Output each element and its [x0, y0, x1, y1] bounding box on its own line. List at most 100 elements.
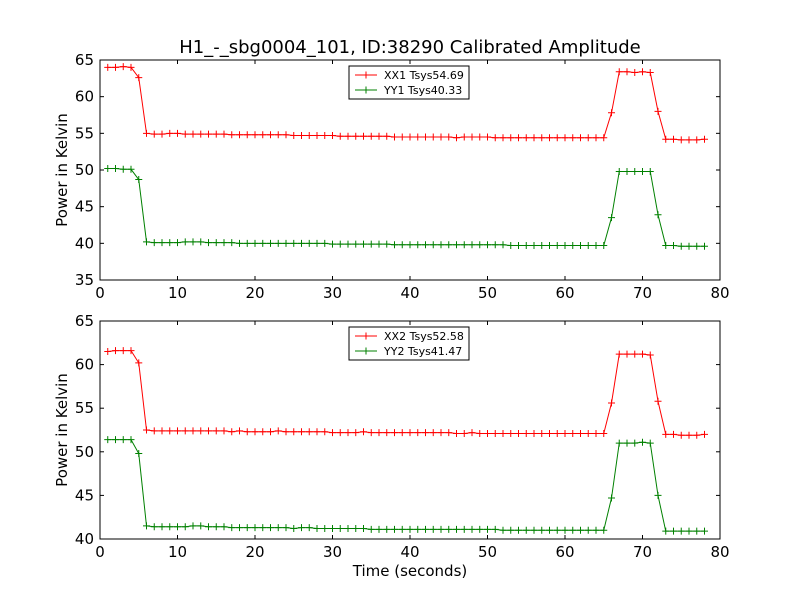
data-point — [383, 525, 391, 533]
data-point — [166, 129, 174, 137]
data-point — [375, 240, 383, 248]
data-point — [243, 239, 251, 247]
data-point — [274, 524, 282, 532]
data-point — [577, 134, 584, 142]
data-point — [197, 130, 205, 138]
data-point — [507, 242, 515, 250]
data-point — [119, 347, 127, 355]
data-point — [375, 525, 383, 533]
data-point — [639, 68, 646, 76]
data-point — [360, 132, 367, 140]
data-point — [577, 429, 584, 437]
data-point — [112, 165, 119, 173]
data-point — [615, 167, 623, 175]
data-point — [693, 527, 701, 535]
data-point — [499, 526, 507, 534]
data-point — [321, 132, 329, 140]
data-point — [298, 239, 305, 247]
legend-label: YY1 Tsys40.33 — [383, 84, 462, 97]
data-point — [220, 239, 228, 247]
data-point — [228, 239, 236, 247]
data-point — [367, 429, 375, 437]
data-point — [143, 129, 150, 137]
data-point — [561, 242, 569, 250]
data-point — [538, 242, 546, 250]
data-point — [236, 524, 243, 532]
data-point — [631, 68, 639, 76]
data-point — [484, 133, 491, 141]
data-point — [290, 239, 298, 247]
data-point — [336, 429, 344, 437]
data-point — [267, 239, 274, 247]
data-point — [119, 63, 127, 71]
data-point — [592, 526, 600, 534]
data-point — [491, 241, 499, 249]
chart-title: H1_-_sbg0004_101, ID:38290 Calibrated Am… — [179, 37, 641, 58]
data-point — [119, 165, 127, 173]
x-tick-label: 30 — [323, 284, 342, 302]
data-point — [135, 176, 143, 184]
data-point — [553, 242, 561, 250]
data-point — [468, 525, 476, 533]
data-point — [677, 431, 685, 439]
data-point — [491, 525, 499, 533]
data-point — [685, 431, 693, 439]
data-point — [197, 238, 205, 246]
data-point — [569, 242, 577, 250]
x-tick-label: 0 — [95, 543, 105, 561]
data-point — [422, 241, 429, 249]
data-point — [701, 430, 708, 438]
data-point — [391, 241, 398, 249]
data-point — [228, 428, 236, 436]
data-point — [414, 525, 422, 533]
data-point — [212, 239, 220, 247]
y-axis-label: Power in Kelvin — [53, 113, 71, 227]
data-point — [639, 167, 646, 175]
data-point — [166, 239, 174, 247]
data-point — [670, 242, 677, 250]
data-point — [344, 429, 352, 437]
data-point — [398, 133, 406, 141]
data-point — [212, 523, 220, 531]
legend-label: XX2 Tsys52.58 — [384, 330, 464, 343]
data-point — [282, 131, 290, 139]
x-tick-label: 30 — [323, 543, 342, 561]
data-point — [685, 527, 693, 535]
y-tick-label: 50 — [75, 161, 94, 179]
data-point — [662, 135, 670, 143]
data-point — [383, 429, 391, 437]
data-point — [290, 525, 298, 533]
data-point — [212, 130, 220, 138]
data-point — [313, 428, 321, 436]
data-point — [476, 241, 484, 249]
x-tick-label: 40 — [400, 543, 419, 561]
data-point — [561, 526, 569, 534]
data-point — [615, 350, 623, 358]
data-point — [553, 429, 561, 437]
data-point — [267, 428, 274, 436]
data-point — [468, 429, 476, 437]
y-tick-label: 55 — [75, 399, 94, 417]
data-point — [561, 429, 569, 437]
x-tick-label: 60 — [555, 543, 574, 561]
data-point — [693, 136, 701, 144]
data-point — [577, 242, 584, 250]
x-tick-label: 10 — [168, 543, 187, 561]
data-point — [685, 136, 693, 144]
data-point — [460, 525, 468, 533]
data-point — [135, 450, 143, 458]
data-point — [305, 132, 313, 140]
data-point — [267, 131, 274, 139]
y-tick-label: 45 — [75, 198, 94, 216]
data-point — [453, 241, 460, 249]
data-point — [329, 429, 336, 437]
series-1 — [104, 347, 708, 439]
y-tick-label: 35 — [75, 271, 94, 289]
data-point — [522, 134, 530, 142]
data-point — [437, 241, 445, 249]
data-point — [321, 428, 329, 436]
data-point — [546, 526, 553, 534]
data-point — [290, 428, 298, 436]
x-tick-label: 70 — [633, 284, 652, 302]
